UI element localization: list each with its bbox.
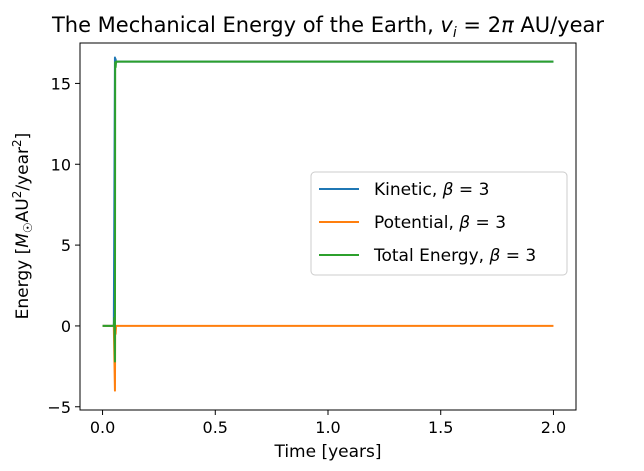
ylabel-exp1: 2: [10, 191, 24, 199]
ylabel-au: AU: [13, 198, 33, 222]
title-suffix: AU/year: [514, 13, 605, 37]
x-ticks: 0.0 0.5 1.0 1.5 2.0: [90, 410, 566, 437]
ylabel-m: M: [13, 233, 33, 248]
legend-label-total: Total Energy, β = 3: [373, 246, 536, 266]
title-eq: = 2: [457, 13, 501, 37]
legend-box: [310, 171, 568, 276]
x-tick-label: 1.0: [315, 418, 340, 437]
y-tick-label: 5: [61, 236, 71, 255]
chart-title: The Mechanical Energy of the Earth, vi =…: [51, 13, 604, 41]
title-prefix: The Mechanical Energy of the Earth,: [51, 13, 440, 37]
legend-label-potential: Potential, β = 3: [374, 213, 506, 233]
y-tick-label: 0: [61, 317, 71, 336]
series-layer: [102, 56, 554, 392]
x-tick-label: 0.5: [203, 418, 228, 437]
x-tick-label: 2.0: [541, 418, 566, 437]
ylabel-close: ]: [13, 133, 33, 140]
title-sub: i: [453, 25, 457, 41]
series-line-2: [102, 60, 554, 363]
legend: Kinetic, β = 3 Potential, β = 3 Total En…: [310, 171, 568, 276]
title-v: v: [440, 13, 453, 37]
legend-label-kinetic: Kinetic, β = 3: [374, 180, 489, 200]
y-axis-label: Energy [M☉AU2/year2]: [10, 133, 35, 320]
title-pi: π: [501, 13, 514, 37]
ylabel-exp2: 2: [10, 139, 24, 147]
y-tick-label: −5: [47, 398, 71, 417]
ylabel-year: /year: [13, 147, 33, 191]
y-ticks: −5 0 5 10 15: [47, 74, 80, 417]
x-axis-label: Time [years]: [273, 442, 381, 462]
y-tick-label: 10: [51, 155, 71, 174]
x-tick-label: 0.0: [90, 418, 115, 437]
ylabel-sun: ☉: [21, 222, 35, 233]
x-tick-label: 1.5: [428, 418, 453, 437]
ylabel-prefix: Energy [: [13, 248, 33, 320]
y-tick-label: 15: [51, 74, 71, 93]
